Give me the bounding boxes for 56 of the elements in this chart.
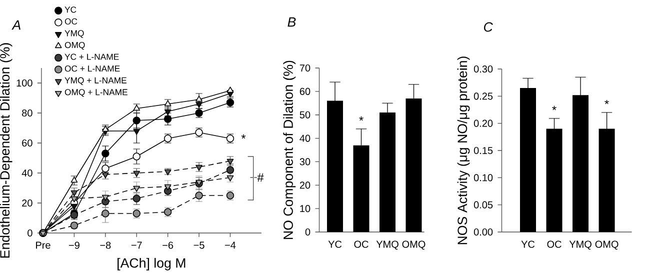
- y-tick-label: 40: [22, 169, 32, 177]
- legend-label: YMQ: [64, 30, 84, 38]
- x-tick-label: OMQ: [402, 240, 426, 250]
- y-tick-label: 0.15: [474, 146, 493, 154]
- x-tick-label: OC: [547, 240, 562, 248]
- annotation: *: [552, 106, 556, 110]
- x-tick-label: −7: [131, 242, 142, 249]
- x-tick-label: YMQ: [569, 240, 592, 250]
- y-tick-label: 0.10: [474, 174, 493, 182]
- x-tick-label: YC: [328, 240, 342, 248]
- y-tick-label: 40: [300, 134, 310, 142]
- y-axis-title: Endothelium-Dependent Dilation (%): [0, 43, 12, 258]
- y-tick-label: 30: [300, 158, 310, 166]
- y-tick-label: 10: [300, 205, 310, 212]
- annotation: #: [257, 173, 264, 182]
- x-tick-label: −4: [225, 242, 236, 249]
- y-tick-label: 100: [16, 79, 32, 87]
- y-axis-title: NO Component of Dilation (%): [283, 60, 296, 239]
- y-tick-label: 80: [22, 109, 32, 117]
- legend-label: OC + L-NAME: [64, 66, 120, 72]
- x-tick-label: Pre: [36, 242, 50, 249]
- legend-label: OMQ + L-NAME: [64, 89, 128, 97]
- chart-title: A: [12, 20, 20, 30]
- chart-title: C: [484, 22, 493, 32]
- y-tick-label: 50: [300, 111, 310, 118]
- y-tick-label: 70: [300, 64, 310, 72]
- legend-label: YC + L-NAME: [64, 54, 119, 60]
- annotation: *: [604, 100, 609, 104]
- y-tick-label: 0.25: [474, 92, 493, 100]
- legend-label: OC: [64, 18, 78, 25]
- x-tick-label: −9: [69, 242, 80, 249]
- y-tick-label: 0.30: [474, 65, 493, 73]
- y-tick-label: 0.05: [474, 201, 493, 208]
- x-tick-label: −6: [162, 242, 174, 249]
- y-tick-label: 20: [22, 199, 32, 207]
- y-axis-title: NOS Activity (μg NO/μg protein): [457, 56, 470, 244]
- legend-label: OMQ: [64, 42, 85, 50]
- x-tick-label: OC: [354, 240, 368, 248]
- y-tick-label: 60: [300, 88, 310, 95]
- x-tick-label: YMQ: [376, 240, 398, 250]
- y-tick-label: 0.00: [474, 228, 493, 236]
- annotation: *: [359, 116, 364, 121]
- annotation: *: [241, 134, 246, 139]
- y-tick-label: 0: [28, 229, 32, 237]
- y-tick-label: 60: [22, 139, 32, 147]
- x-tick-label: OMQ: [595, 240, 618, 250]
- legend-label: YMQ + L-NAME: [64, 77, 126, 85]
- legend-label: YC: [64, 6, 76, 13]
- y-tick-label: 20: [300, 182, 310, 189]
- x-tick-label: YC: [521, 240, 535, 248]
- y-tick-label: 0.20: [474, 120, 493, 127]
- y-tick-label: 0: [305, 228, 310, 236]
- x-axis-title: [ACh] log M: [118, 258, 186, 270]
- x-tick-label: −8: [100, 242, 111, 249]
- x-tick-label: −5: [194, 242, 204, 249]
- chart-title: B: [288, 17, 296, 27]
